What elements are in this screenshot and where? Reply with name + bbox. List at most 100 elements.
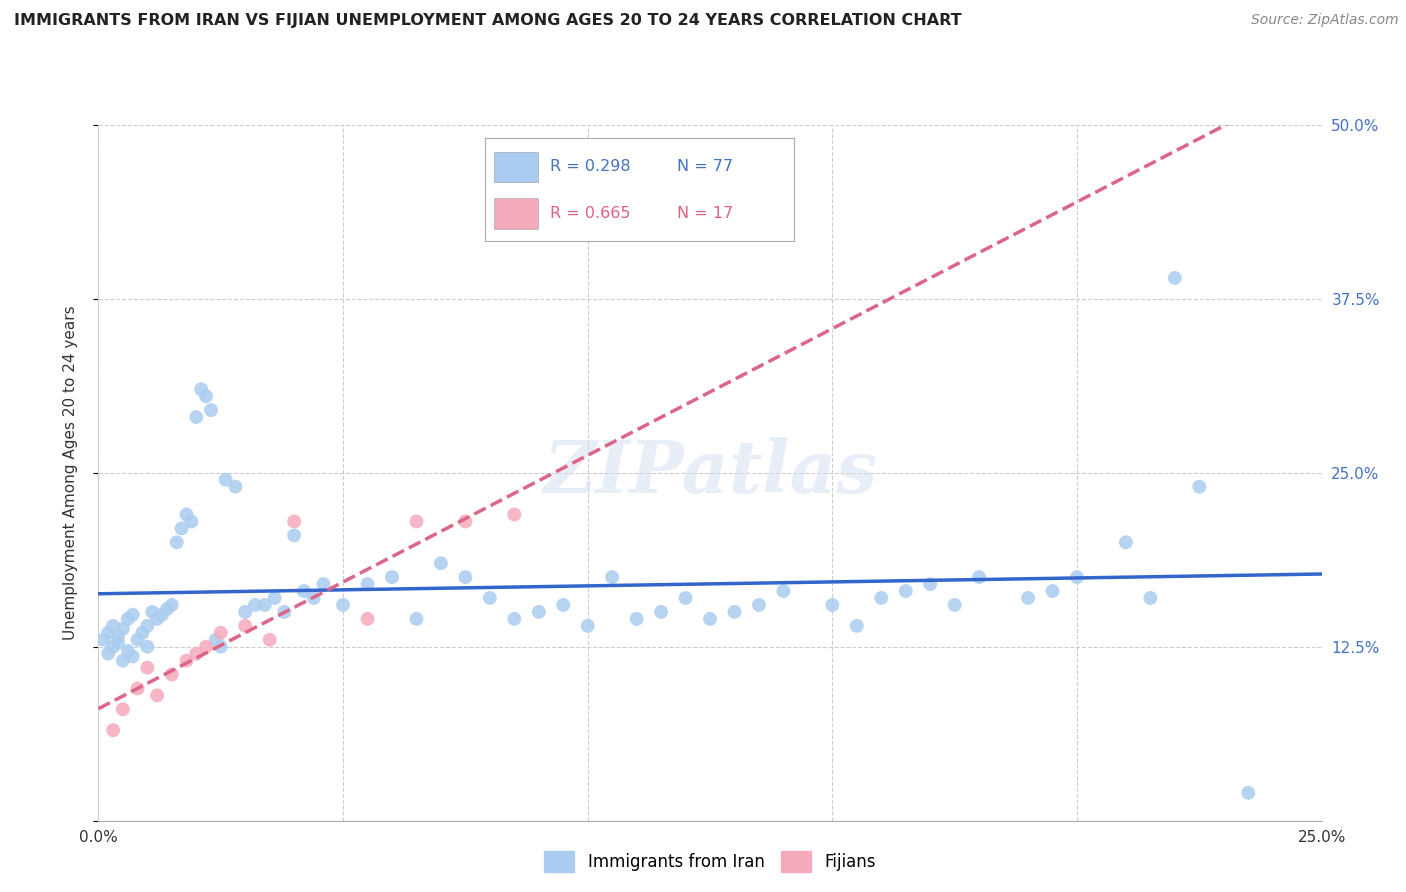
Point [302, 591, 325, 605]
Point [121, 607, 143, 622]
Point [845, 619, 868, 633]
Point [576, 619, 599, 633]
Point [478, 591, 501, 605]
Point [312, 577, 335, 591]
Point [1139, 591, 1161, 605]
Point [176, 654, 198, 668]
Point [870, 591, 893, 605]
Point [430, 556, 453, 570]
Point [107, 630, 129, 644]
Text: N = 77: N = 77 [676, 160, 733, 175]
Point [283, 515, 305, 529]
FancyBboxPatch shape [495, 152, 537, 182]
Point [186, 410, 208, 425]
Point [292, 584, 315, 599]
Point [233, 619, 256, 633]
Point [1164, 271, 1187, 285]
Point [405, 612, 427, 626]
Point [101, 619, 124, 633]
Point [723, 605, 745, 619]
Point [405, 515, 427, 529]
Point [1017, 591, 1039, 605]
Point [1237, 786, 1260, 800]
Point [243, 598, 266, 612]
Point [821, 598, 844, 612]
Point [772, 584, 794, 599]
Point [176, 508, 198, 522]
Point [699, 612, 721, 626]
Point [1066, 570, 1088, 584]
Point [209, 625, 232, 640]
FancyBboxPatch shape [495, 198, 537, 228]
Text: IMMIGRANTS FROM IRAN VS FIJIAN UNEMPLOYMENT AMONG AGES 20 TO 24 YEARS CORRELATIO: IMMIGRANTS FROM IRAN VS FIJIAN UNEMPLOYM… [14, 13, 962, 29]
Point [233, 605, 256, 619]
Point [920, 577, 942, 591]
Point [111, 702, 134, 716]
Text: R = 0.665: R = 0.665 [550, 206, 630, 220]
Point [503, 508, 526, 522]
Point [205, 632, 228, 647]
Point [527, 605, 550, 619]
Point [381, 570, 404, 584]
Point [356, 612, 378, 626]
Point [600, 570, 623, 584]
Y-axis label: Unemployment Among Ages 20 to 24 years: Unemployment Among Ages 20 to 24 years [63, 305, 77, 640]
Point [263, 591, 285, 605]
Point [101, 640, 124, 654]
Point [136, 640, 159, 654]
Point [111, 622, 134, 636]
Point [195, 640, 218, 654]
Point [626, 612, 648, 626]
Point [121, 649, 143, 664]
Point [97, 625, 120, 640]
Point [160, 667, 183, 681]
Point [967, 570, 990, 584]
Point [146, 612, 169, 626]
Point [503, 612, 526, 626]
Point [91, 632, 114, 647]
Point [1188, 480, 1211, 494]
Text: ZIPatlas: ZIPatlas [543, 437, 877, 508]
Point [1115, 535, 1137, 549]
Point [186, 647, 208, 661]
Point [200, 403, 222, 417]
Point [748, 598, 770, 612]
Point [253, 598, 276, 612]
Point [101, 723, 124, 738]
Point [943, 598, 966, 612]
Point [97, 647, 120, 661]
Point [127, 681, 149, 696]
Point [259, 632, 281, 647]
Point [136, 619, 159, 633]
Point [150, 607, 173, 622]
Point [111, 654, 134, 668]
Point [190, 382, 212, 396]
Point [224, 480, 246, 494]
Point [553, 598, 575, 612]
Point [894, 584, 917, 599]
Point [160, 598, 183, 612]
Point [180, 515, 202, 529]
Point [195, 389, 218, 403]
Point [117, 644, 139, 658]
Point [650, 605, 672, 619]
Point [117, 612, 139, 626]
Point [1042, 584, 1064, 599]
Text: Source: ZipAtlas.com: Source: ZipAtlas.com [1251, 13, 1399, 28]
Point [356, 577, 378, 591]
Point [136, 660, 159, 674]
Legend: Immigrants from Iran, Fijians: Immigrants from Iran, Fijians [537, 845, 883, 879]
Point [332, 598, 354, 612]
Point [454, 515, 477, 529]
Point [454, 570, 477, 584]
Text: R = 0.298: R = 0.298 [550, 160, 631, 175]
Point [273, 605, 295, 619]
Text: N = 17: N = 17 [676, 206, 733, 220]
Point [156, 602, 179, 616]
Point [283, 528, 305, 542]
Point [209, 640, 232, 654]
Point [675, 591, 697, 605]
Point [146, 689, 169, 703]
Point [127, 632, 149, 647]
Point [214, 473, 236, 487]
